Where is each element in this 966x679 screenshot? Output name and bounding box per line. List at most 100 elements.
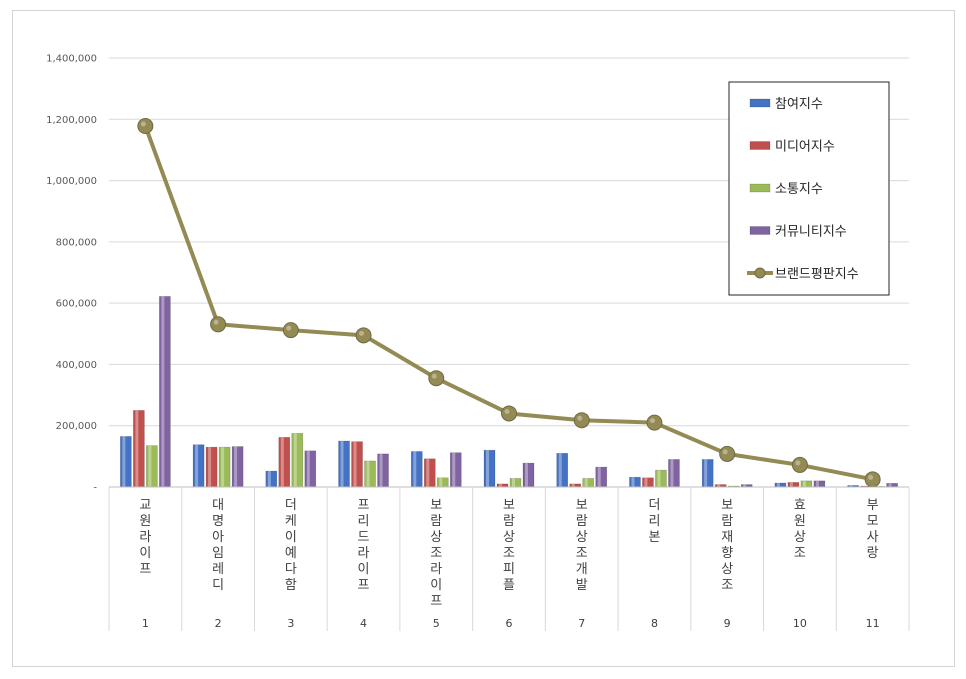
bar-highlight xyxy=(413,451,417,487)
y-tick-label: 600,000 xyxy=(56,299,97,310)
bar xyxy=(800,480,813,488)
bar xyxy=(522,462,535,488)
bar-highlight xyxy=(558,453,562,487)
bar xyxy=(377,453,389,488)
line-point xyxy=(428,370,445,387)
y-tick-label: 1,200,000 xyxy=(46,115,97,126)
bar xyxy=(774,482,787,488)
bar-highlight xyxy=(499,483,502,487)
bar-highlight xyxy=(584,478,588,487)
rank-label: 6 xyxy=(506,617,513,630)
bar-highlight xyxy=(195,444,199,487)
bar xyxy=(509,478,522,488)
bar xyxy=(265,470,278,488)
bar-highlight xyxy=(161,296,165,487)
legend-swatch xyxy=(749,98,771,108)
rank-label: 3 xyxy=(287,617,294,630)
line-point-highlight xyxy=(649,418,655,424)
legend-label: 참여지수 xyxy=(775,97,823,112)
bar xyxy=(351,441,363,488)
bar-highlight xyxy=(815,480,819,487)
bar xyxy=(556,452,569,488)
bar-highlight xyxy=(802,480,806,487)
bar-highlight xyxy=(743,484,747,487)
legend-swatch xyxy=(749,141,771,150)
bar xyxy=(231,446,244,488)
bar-highlight xyxy=(234,446,238,487)
bar-highlight xyxy=(512,478,515,487)
bar-highlight xyxy=(657,470,661,487)
y-tick-label: 200,000 xyxy=(56,421,97,432)
rank-label: 1 xyxy=(142,617,149,630)
bar xyxy=(629,476,641,488)
line-point-highlight xyxy=(359,330,365,336)
bar-highlight xyxy=(208,447,212,487)
bar xyxy=(595,466,608,488)
bar-highlight xyxy=(135,410,139,487)
rank-label: 2 xyxy=(215,617,222,630)
bar-highlight xyxy=(776,483,780,487)
rank-label: 4 xyxy=(360,617,367,630)
bar-highlight xyxy=(849,485,853,487)
chart: - 200,000 400,000 600,000 800,000 1,000,000 1,… xyxy=(46,54,910,631)
bar xyxy=(410,451,423,488)
bar xyxy=(787,482,800,488)
bar-highlight xyxy=(644,477,648,487)
bar-highlight xyxy=(221,447,225,487)
bar xyxy=(436,477,449,488)
bar xyxy=(133,410,145,488)
bar xyxy=(338,440,350,488)
line-point xyxy=(719,445,736,462)
legend-swatch xyxy=(749,183,771,193)
legend-label: 소통지수 xyxy=(775,182,823,197)
bar xyxy=(218,446,231,488)
bar-highlight xyxy=(122,436,126,487)
rank-label: 5 xyxy=(433,617,440,630)
bar xyxy=(364,460,376,488)
bar-highlight xyxy=(340,441,344,487)
bar xyxy=(192,444,205,488)
bar xyxy=(655,469,667,488)
y-tick-label: - xyxy=(93,483,97,494)
bar-highlight xyxy=(717,484,721,487)
bar-highlight xyxy=(267,471,271,487)
bar-highlight xyxy=(280,437,284,487)
line-point-highlight xyxy=(140,121,146,127)
rank-label: 11 xyxy=(866,617,880,630)
line-point-highlight xyxy=(795,460,801,466)
legend-label: 미디어지수 xyxy=(775,140,835,155)
line-point-highlight xyxy=(431,373,437,379)
line-point-highlight xyxy=(577,415,583,421)
line-point xyxy=(355,327,372,344)
line-point xyxy=(282,322,299,339)
bar-highlight xyxy=(379,453,383,487)
bar xyxy=(813,480,826,488)
bar-highlight xyxy=(452,452,456,487)
line-point-highlight xyxy=(213,319,219,325)
bar-highlight xyxy=(426,458,430,487)
line-point xyxy=(646,414,663,431)
line-point xyxy=(573,412,590,429)
line-point xyxy=(501,405,517,422)
bar xyxy=(701,459,714,488)
legend-label: 브랜드평판지수 xyxy=(775,267,859,282)
bar xyxy=(642,477,654,488)
bar xyxy=(159,296,171,488)
bar xyxy=(304,450,317,488)
bar-highlight xyxy=(525,463,528,487)
bar-highlight xyxy=(704,459,708,487)
rank-label: 8 xyxy=(651,617,658,630)
bar xyxy=(449,452,462,488)
legend-swatch xyxy=(749,226,771,235)
bar xyxy=(483,449,496,488)
